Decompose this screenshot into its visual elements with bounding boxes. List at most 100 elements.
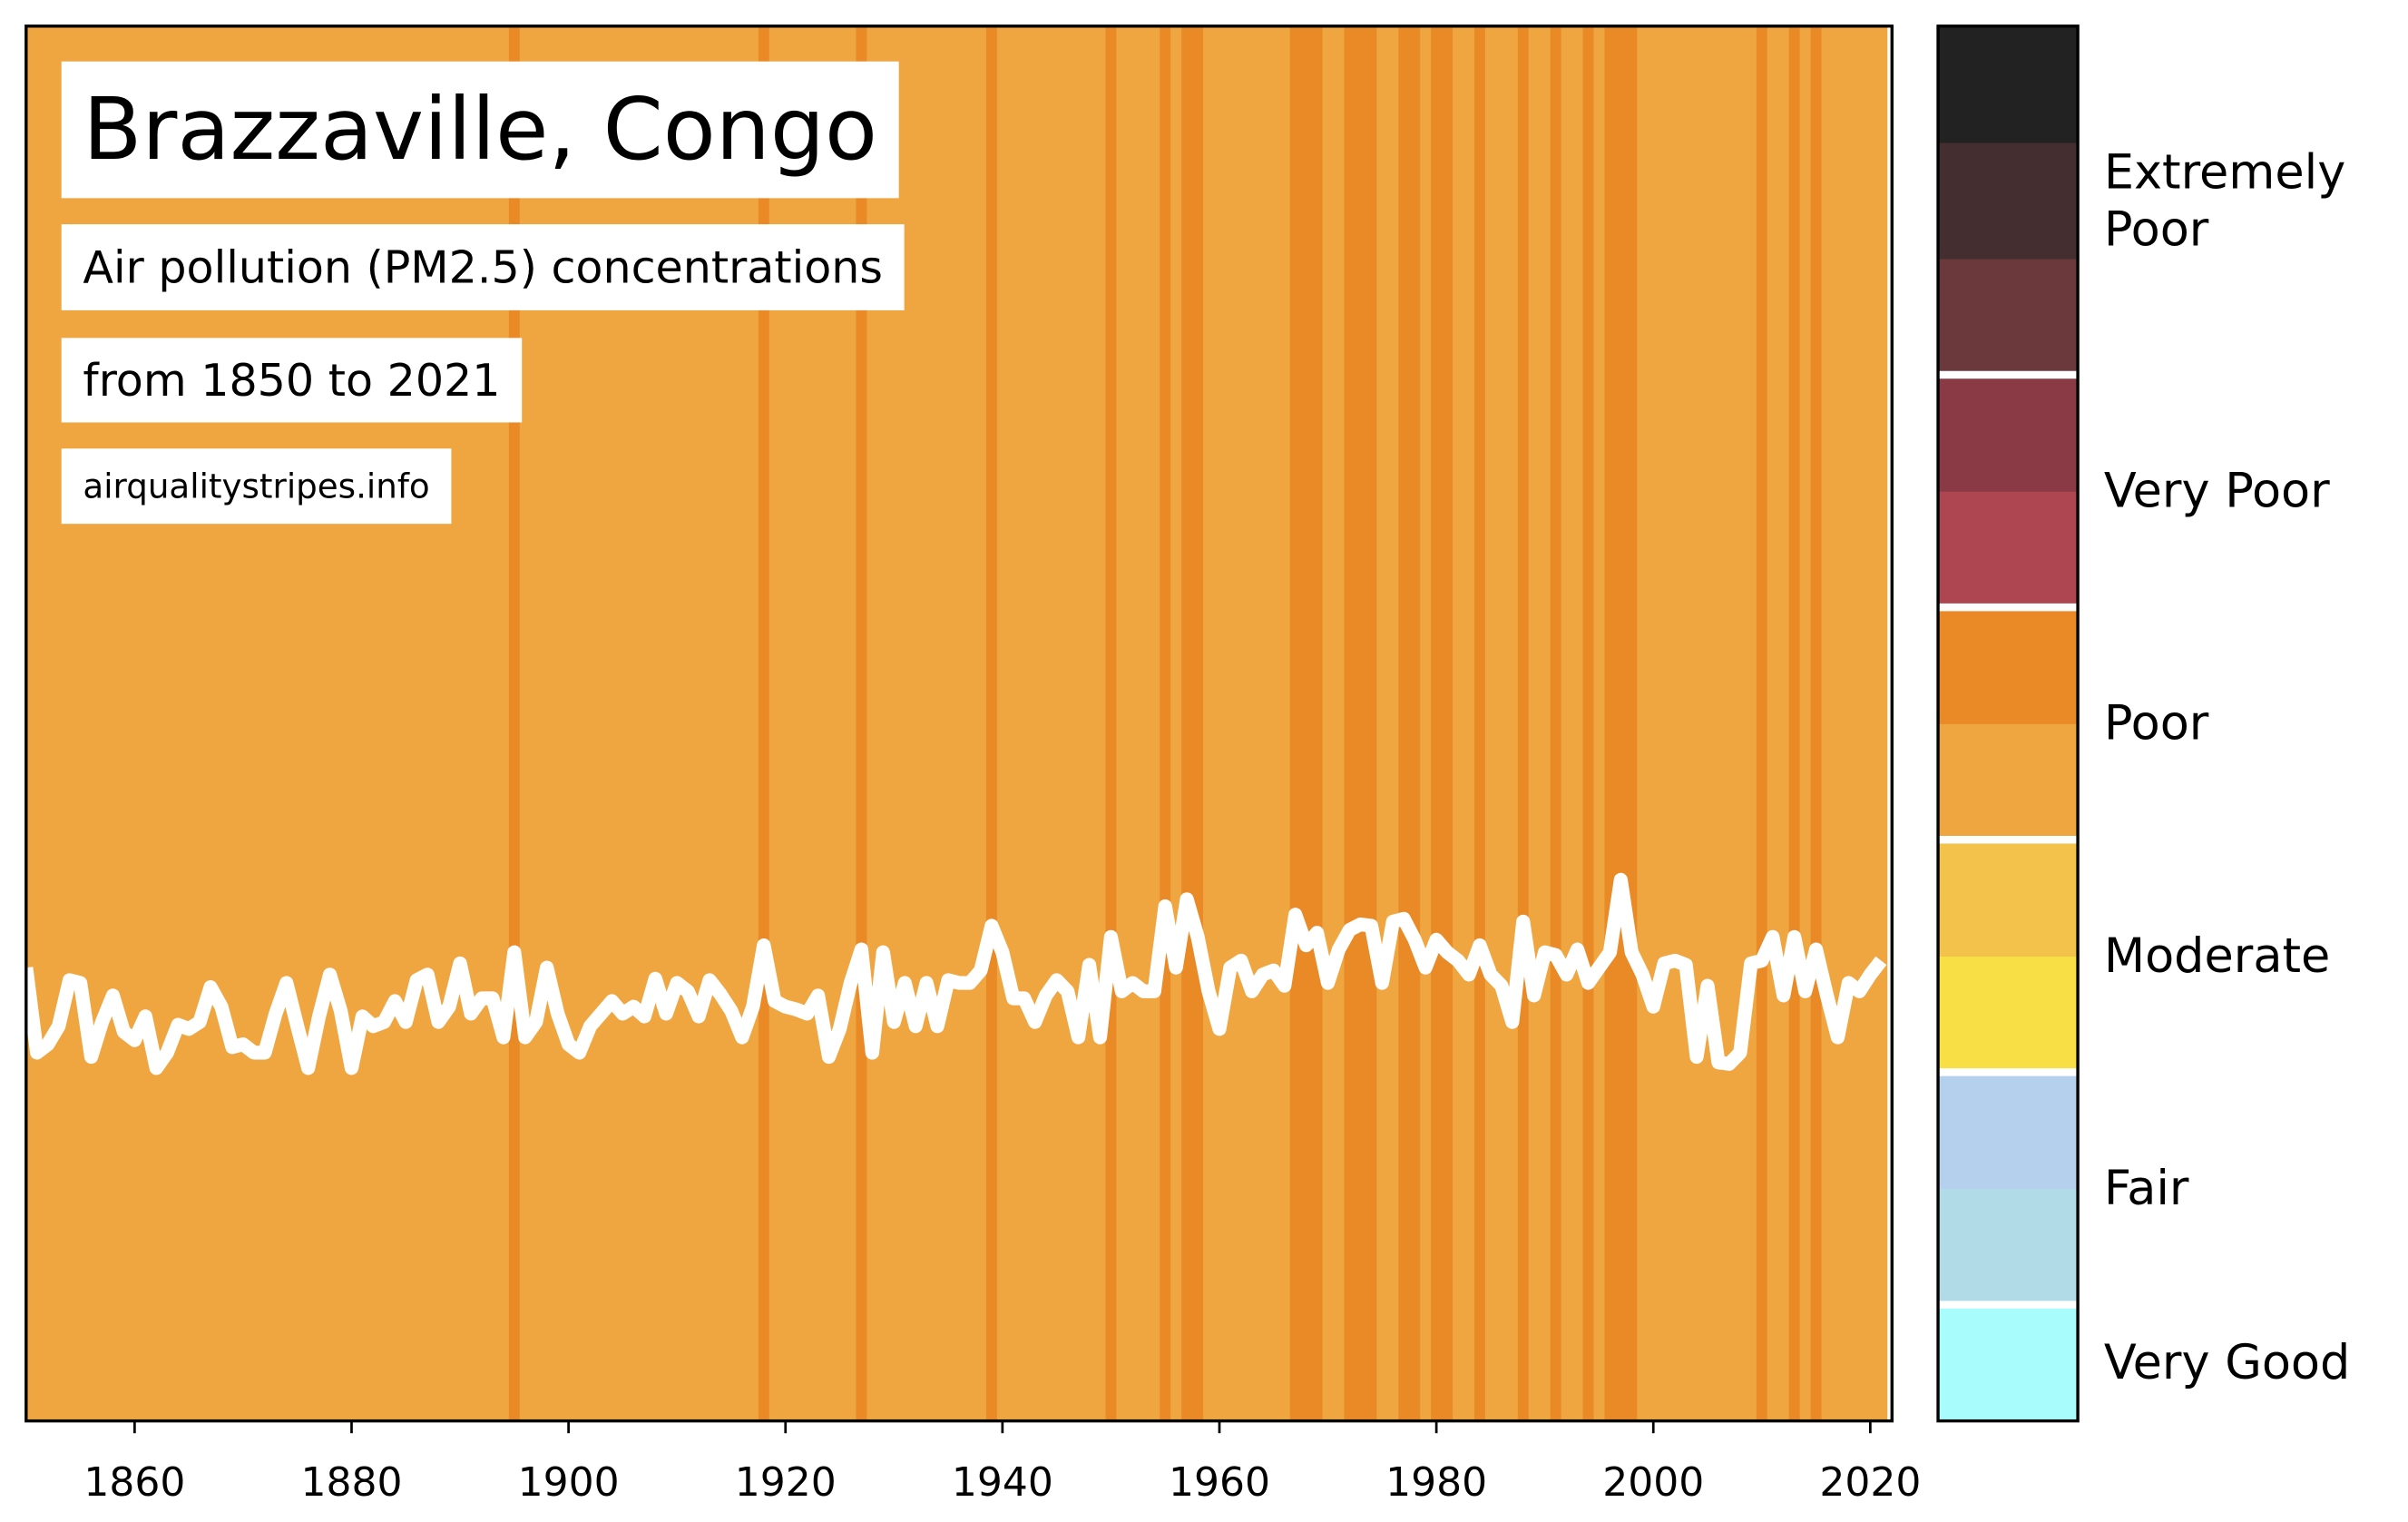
colorbar-label: Fair bbox=[2104, 1161, 2189, 1216]
stripe bbox=[704, 25, 717, 1421]
stripe bbox=[1691, 25, 1704, 1421]
colorbar-segment bbox=[1938, 1188, 2079, 1306]
colorbar-segment bbox=[1938, 25, 2079, 143]
stripe bbox=[1875, 25, 1888, 1421]
stripe bbox=[1473, 25, 1486, 1421]
stripe bbox=[1582, 25, 1595, 1421]
colorbar-segment bbox=[1938, 723, 2079, 840]
stripe bbox=[595, 25, 608, 1421]
stripe bbox=[31, 25, 44, 1421]
stripe bbox=[1246, 25, 1258, 1421]
stripe bbox=[661, 25, 673, 1421]
stripe bbox=[1571, 25, 1584, 1421]
stripe bbox=[606, 25, 619, 1421]
stripe bbox=[1268, 25, 1280, 1421]
colorbar-segment bbox=[1938, 142, 2079, 260]
stripe bbox=[1257, 25, 1269, 1421]
stripe bbox=[1593, 25, 1606, 1421]
x-tick-label: 1860 bbox=[83, 1459, 185, 1506]
stripe bbox=[1127, 25, 1140, 1421]
stripe bbox=[1083, 25, 1096, 1421]
colorbar-segment bbox=[1938, 956, 2079, 1074]
stripe bbox=[1463, 25, 1475, 1421]
stripe bbox=[823, 25, 836, 1421]
stripe bbox=[1376, 25, 1389, 1421]
stripe bbox=[1366, 25, 1378, 1421]
x-tick-label: 1900 bbox=[518, 1459, 620, 1506]
stripe bbox=[519, 25, 532, 1421]
text-box bbox=[61, 448, 452, 525]
colorbar-segment bbox=[1938, 607, 2079, 724]
stripe bbox=[1192, 25, 1205, 1421]
stripe bbox=[1550, 25, 1562, 1421]
x-tick-label: 1980 bbox=[1385, 1459, 1487, 1506]
stripe bbox=[1626, 25, 1639, 1421]
stripe bbox=[715, 25, 727, 1421]
stripe bbox=[910, 25, 923, 1421]
stripe bbox=[888, 25, 901, 1421]
stripe bbox=[1007, 25, 1020, 1421]
stripe bbox=[1181, 25, 1194, 1421]
stripe bbox=[1702, 25, 1715, 1421]
stripe bbox=[921, 25, 934, 1421]
stripe bbox=[1051, 25, 1063, 1421]
stripe bbox=[1723, 25, 1736, 1421]
stripe bbox=[985, 25, 998, 1421]
text-box bbox=[61, 61, 899, 199]
colorbar-label: Very Poor bbox=[2104, 464, 2330, 519]
text-box-label: Air pollution (PM2.5) concentrations bbox=[83, 241, 883, 294]
stripe bbox=[1669, 25, 1682, 1421]
text-box-label: Brazzaville, Congo bbox=[83, 80, 877, 180]
stripe bbox=[1420, 25, 1433, 1421]
stripe bbox=[801, 25, 814, 1421]
colorbar-segment bbox=[1938, 374, 2079, 492]
stripe bbox=[1387, 25, 1400, 1421]
stripe bbox=[650, 25, 662, 1421]
stripe bbox=[1203, 25, 1216, 1421]
stripe bbox=[552, 25, 564, 1421]
stripe bbox=[693, 25, 706, 1421]
stripe bbox=[1745, 25, 1757, 1421]
colorbar-segment bbox=[1938, 491, 2079, 608]
stripe bbox=[1843, 25, 1855, 1421]
stripe bbox=[1355, 25, 1367, 1421]
stripe bbox=[1637, 25, 1649, 1421]
stripe bbox=[1029, 25, 1042, 1421]
stripe bbox=[1322, 25, 1335, 1421]
stripe bbox=[758, 25, 770, 1421]
colorbar-label: Poor bbox=[2104, 696, 2209, 751]
stripe bbox=[1854, 25, 1866, 1421]
stripe bbox=[1539, 25, 1551, 1421]
stripe bbox=[964, 25, 976, 1421]
plot-frame bbox=[24, 25, 1894, 1423]
stripe bbox=[617, 25, 630, 1421]
stripe bbox=[1712, 25, 1725, 1421]
stripe bbox=[1431, 25, 1444, 1421]
stripe bbox=[1224, 25, 1237, 1421]
stripe bbox=[1495, 25, 1508, 1421]
stripe bbox=[1072, 25, 1085, 1421]
stripe bbox=[1214, 25, 1226, 1421]
x-tick-label: 1880 bbox=[300, 1459, 402, 1506]
stripe bbox=[1832, 25, 1845, 1421]
stripe bbox=[1767, 25, 1779, 1421]
stripe bbox=[856, 25, 868, 1421]
stripe bbox=[1777, 25, 1790, 1421]
stripe bbox=[1344, 25, 1356, 1421]
stripe bbox=[834, 25, 847, 1421]
stripe bbox=[790, 25, 803, 1421]
stripe bbox=[1094, 25, 1107, 1421]
text-box bbox=[61, 338, 523, 423]
stripe bbox=[1788, 25, 1801, 1421]
stripe bbox=[671, 25, 684, 1421]
stripe bbox=[1278, 25, 1291, 1421]
stripe bbox=[1648, 25, 1660, 1421]
stripe bbox=[1756, 25, 1768, 1421]
stripe bbox=[1398, 25, 1411, 1421]
stripe bbox=[954, 25, 966, 1421]
x-axis: 1860 1880 1900 1920 1940 1960 1980 2000 2020 bbox=[83, 1420, 1921, 1506]
stripe bbox=[1484, 25, 1497, 1421]
x-tick-label: 1960 bbox=[1169, 1459, 1270, 1506]
text-boxes: Brazzaville, Congo Air pollution (PM2.5) … bbox=[61, 61, 905, 525]
